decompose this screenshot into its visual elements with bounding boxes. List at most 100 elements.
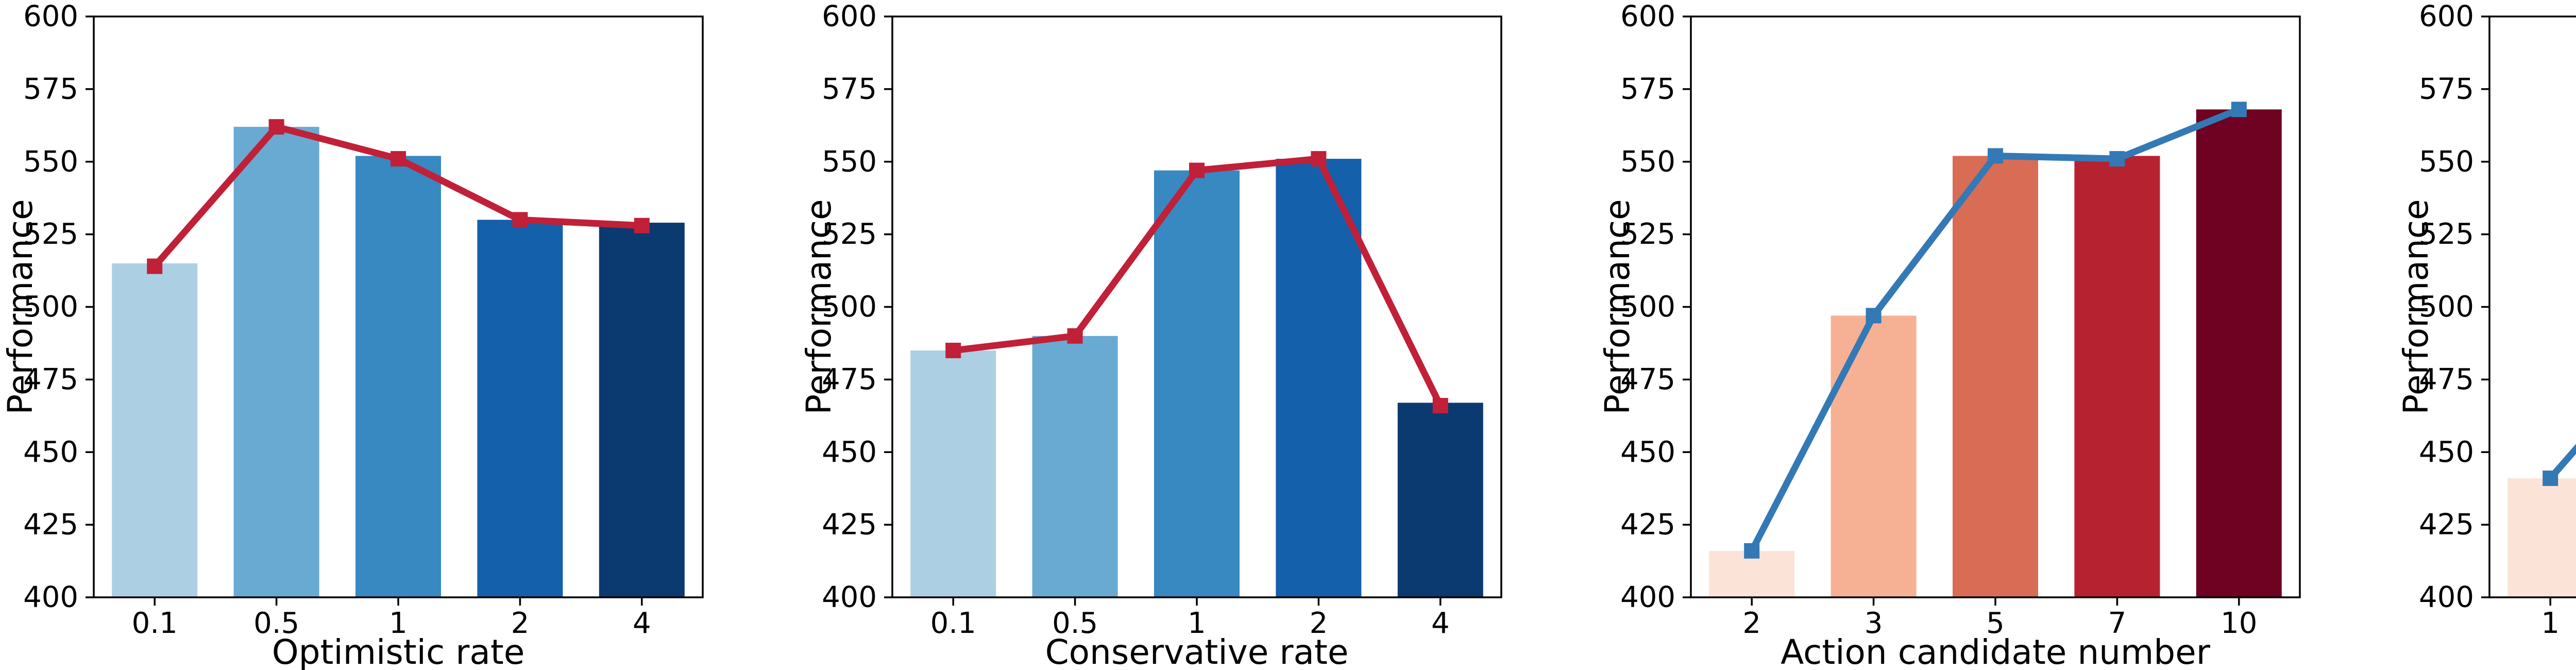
trend-marker [512, 212, 528, 228]
x-tick-label: 7 [2108, 607, 2127, 640]
bar [1276, 159, 1362, 597]
trend-marker [391, 151, 406, 167]
y-tick-label: 475 [2419, 363, 2474, 396]
x-tick-label: 2 [1742, 607, 1761, 640]
y-tick-label: 525 [822, 217, 877, 251]
x-tick-label: 4 [633, 607, 651, 640]
x-tick-label: 3 [1865, 607, 1883, 640]
x-tick-label: 2 [1310, 607, 1328, 640]
y-tick-label: 425 [23, 508, 78, 542]
y-tick-label: 550 [1620, 145, 1675, 178]
y-tick-label: 600 [2419, 0, 2474, 34]
y-tick-label: 500 [23, 290, 78, 324]
y-tick-label: 450 [23, 435, 78, 469]
bar [355, 156, 441, 598]
bar [1397, 403, 1483, 597]
y-axis-label: Performance [2396, 199, 2436, 414]
y-tick-label: 500 [822, 290, 877, 324]
panel-optimistic-rate: 400 425 450 475 500 525 550 575 600 0.1 0.5 1 2 4 Opti… [0, 0, 799, 670]
chart-canvas: 40042545047550052555057560013579Planning… [2396, 0, 2576, 640]
x-tick-label: 0.1 [930, 607, 976, 640]
y-tick-label: 575 [23, 72, 78, 106]
bar [2507, 478, 2576, 597]
panel-conservative-rate: 400 425 450 475 500 525 550 575 600 0.1 0.5 1 2 4 Cons… [799, 0, 1597, 670]
trend-marker [945, 343, 961, 359]
trend-marker [2109, 151, 2125, 167]
trend-marker [1067, 328, 1083, 344]
trend-marker [1189, 162, 1205, 178]
y-tick-label: 600 [23, 0, 78, 34]
trend-marker [1432, 398, 1448, 414]
y-tick-label: 600 [822, 0, 877, 34]
chart-canvas: 400 425 450 475 500 525 550 575 600 2 3 5 7 10 Action … [1598, 0, 2301, 670]
x-tick-label: 0.5 [1052, 607, 1098, 640]
y-tick-label: 450 [1620, 435, 1675, 469]
y-tick-label: 575 [2419, 72, 2474, 106]
y-tick-label: 425 [822, 508, 877, 542]
y-tick-label: 400 [2419, 581, 2474, 614]
trend-line [2547, 444, 2576, 482]
y-axis-label: Performance [799, 199, 839, 414]
bar [599, 223, 685, 598]
y-tick-label: 525 [23, 217, 78, 251]
x-axis-label: Optimistic rate [272, 632, 525, 670]
trend-marker [1866, 308, 1882, 324]
x-axis-label: Conservative rate [1045, 632, 1349, 670]
trend-marker [1744, 543, 1760, 559]
bar [1831, 315, 1917, 597]
y-tick-label: 450 [2419, 435, 2474, 469]
bar [1154, 170, 1240, 597]
trend-marker [268, 119, 284, 135]
x-tick-label: 1 [2541, 607, 2560, 640]
x-tick-label: 0.1 [132, 607, 178, 640]
y-tick-label: 475 [23, 363, 78, 396]
bar [477, 220, 563, 597]
y-tick-label: 525 [1620, 217, 1675, 251]
x-tick-label: 5 [1986, 607, 2005, 640]
x-tick-label: 4 [1431, 607, 1450, 640]
trend-marker [1311, 151, 1327, 167]
bar [233, 127, 319, 597]
y-tick-label: 525 [2419, 217, 2474, 251]
y-tick-label: 400 [23, 581, 78, 614]
trend-marker [2543, 470, 2558, 486]
y-tick-label: 575 [1620, 72, 1675, 106]
y-tick-label: 550 [23, 145, 78, 178]
y-tick-label: 425 [1620, 508, 1675, 542]
trend-marker [2231, 102, 2247, 118]
bar [2074, 156, 2160, 598]
x-tick-label: 0.5 [253, 607, 299, 640]
x-tick-label: 10 [2221, 607, 2257, 640]
y-tick-label: 400 [1620, 581, 1675, 614]
chart-canvas: 400 425 450 475 500 525 550 575 600 0.1 0.5 1 2 4 Opti… [1, 0, 704, 670]
x-tick-label: 2 [511, 607, 530, 640]
x-tick-label: 1 [389, 607, 408, 640]
bar [112, 263, 198, 598]
x-tick-label: 1 [1188, 607, 1206, 640]
bar [1032, 336, 1118, 597]
y-tick-label: 450 [822, 435, 877, 469]
y-tick-label: 475 [822, 363, 877, 396]
bar [910, 350, 996, 597]
y-tick-label: 550 [2419, 145, 2474, 178]
y-tick-label: 475 [1620, 363, 1675, 396]
bar [1709, 550, 1795, 597]
bar [1953, 156, 2038, 598]
trend-marker [1988, 148, 2003, 164]
panel-action-candidate-number: 400 425 450 475 500 525 550 575 600 2 3 5 7 10 Action … [1597, 0, 2396, 670]
bar [2196, 109, 2282, 597]
x-axis-label: Action candidate number [1781, 632, 2211, 670]
trend-marker [147, 258, 163, 274]
y-axis-label: Performance [1, 199, 40, 414]
trend-marker [634, 217, 650, 233]
y-tick-label: 425 [2419, 508, 2474, 542]
y-tick-label: 600 [1620, 0, 1675, 34]
chart-canvas: 400 425 450 475 500 525 550 575 600 0.1 0.5 1 2 4 Cons… [799, 0, 1502, 670]
y-tick-label: 500 [1620, 290, 1675, 324]
y-tick-label: 550 [822, 145, 877, 178]
y-tick-label: 500 [2419, 290, 2474, 324]
panel-planning-horizon: 40042545047550052555057560013579Planning… [2396, 0, 2576, 670]
y-axis-label: Performance [1598, 199, 1637, 414]
y-tick-label: 575 [822, 72, 877, 106]
